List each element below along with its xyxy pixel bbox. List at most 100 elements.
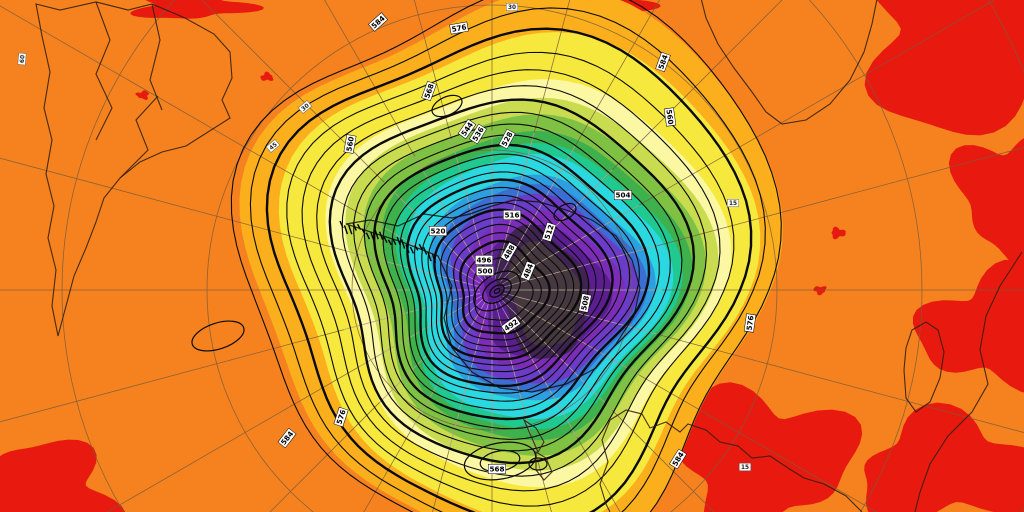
- hatch-tick: [343, 225, 349, 235]
- label-text: 60: [20, 55, 27, 64]
- contour-label: 560: [663, 107, 677, 127]
- contour-line: [328, 98, 696, 465]
- hatch-tick: [352, 223, 357, 231]
- hatch-tick: [356, 223, 362, 230]
- red-patch: [864, 0, 1024, 136]
- contour-label: 576: [449, 21, 469, 35]
- coastline: [149, 3, 163, 111]
- contour-label: 576: [743, 313, 757, 333]
- graticule-meridian: [406, 300, 487, 438]
- contour-label: 512: [541, 221, 557, 243]
- hatch-tick: [378, 231, 384, 240]
- contour-line: [421, 194, 597, 373]
- contour-line: [301, 69, 721, 492]
- graticule-meridian: [504, 312, 621, 512]
- contour-line: [453, 232, 559, 341]
- graticule-label: 30: [297, 100, 313, 114]
- graticule-meridian: [406, 142, 487, 280]
- label-box: [663, 107, 677, 127]
- contour-line: [391, 162, 631, 402]
- label-box: [727, 199, 739, 207]
- red-patch: [831, 226, 846, 240]
- label-box: [498, 128, 516, 150]
- hatch-tick: [396, 236, 401, 246]
- graticule-meridian: [447, 130, 490, 279]
- contour-label: 508: [578, 293, 592, 313]
- hatch-tick: [427, 252, 432, 262]
- contour-line: [427, 201, 590, 366]
- graticule-label: 60: [17, 52, 27, 66]
- label-box: [277, 427, 297, 449]
- graticule-meridian: [503, 292, 657, 335]
- label-box: [541, 221, 557, 243]
- coastline: [700, 0, 878, 125]
- graticule-meridian: [432, 315, 486, 512]
- graticule-meridian: [344, 204, 482, 285]
- graticule-meridian: [201, 0, 474, 272]
- graticule-label: 15: [739, 463, 751, 471]
- mountain-hatching: [339, 220, 437, 263]
- graticule-meridian: [500, 298, 613, 411]
- closed-contour: [528, 457, 548, 471]
- contour-label: 568: [488, 464, 506, 474]
- contour-line: [459, 239, 551, 335]
- label-box: [265, 139, 281, 153]
- hatch-tick: [414, 244, 419, 251]
- label-box: [333, 406, 349, 428]
- hatch-tick: [348, 225, 353, 235]
- label-box: [469, 123, 487, 145]
- contour-label: 560: [343, 134, 357, 154]
- graticule-meridian: [510, 0, 783, 272]
- contour-label: 516: [503, 210, 521, 220]
- red-patch: [135, 90, 149, 100]
- label-box: [488, 464, 506, 474]
- label-box: [578, 293, 592, 313]
- contour-line: [265, 27, 753, 512]
- contour-line: [446, 223, 567, 348]
- coastline: [903, 321, 945, 413]
- closed-contour: [431, 94, 463, 118]
- label-text: 15: [729, 201, 737, 207]
- graticule-meridian: [510, 308, 715, 512]
- contour-label: 520: [429, 226, 447, 236]
- contour-line: [440, 216, 575, 354]
- hatch-tick: [405, 244, 410, 254]
- contour-line: [363, 134, 660, 430]
- hatch-tick: [361, 228, 366, 235]
- red-patch: [948, 138, 1024, 271]
- contour-line: [433, 208, 583, 361]
- graticule-meridian: [517, 296, 1024, 433]
- contour-line: [382, 153, 640, 411]
- label-box: [655, 51, 671, 73]
- vortex-center-rings: [489, 284, 505, 298]
- label-box: [503, 210, 521, 220]
- label-text: 30: [508, 5, 516, 11]
- contour-label: 576: [333, 406, 349, 428]
- contour-label: 496: [475, 255, 493, 265]
- label-box: [614, 190, 632, 200]
- label-box: [297, 100, 313, 114]
- red-patch: [0, 439, 126, 512]
- hatch-tick: [409, 246, 415, 254]
- label-box: [475, 255, 493, 265]
- contour-line: [353, 123, 671, 440]
- label-text: 496: [476, 256, 491, 265]
- label-box: [457, 118, 477, 140]
- red-patch: [260, 71, 274, 81]
- graticule-meridian: [340, 245, 481, 288]
- graticule-meridian: [514, 302, 878, 512]
- graticule-meridian: [0, 5, 470, 278]
- contour-line: [249, 7, 766, 512]
- contour-label: 484: [520, 260, 536, 282]
- label-text: 504: [615, 191, 630, 200]
- contour-line: [286, 51, 735, 507]
- label-box: [520, 260, 536, 282]
- label-box: [669, 448, 687, 470]
- hatch-tick: [422, 247, 428, 255]
- label-text: 512: [542, 223, 555, 240]
- label-text: 516: [504, 211, 519, 220]
- contour-line: [230, 0, 782, 512]
- graticule-meridian: [363, 312, 480, 512]
- antarctica-coast: [345, 199, 641, 393]
